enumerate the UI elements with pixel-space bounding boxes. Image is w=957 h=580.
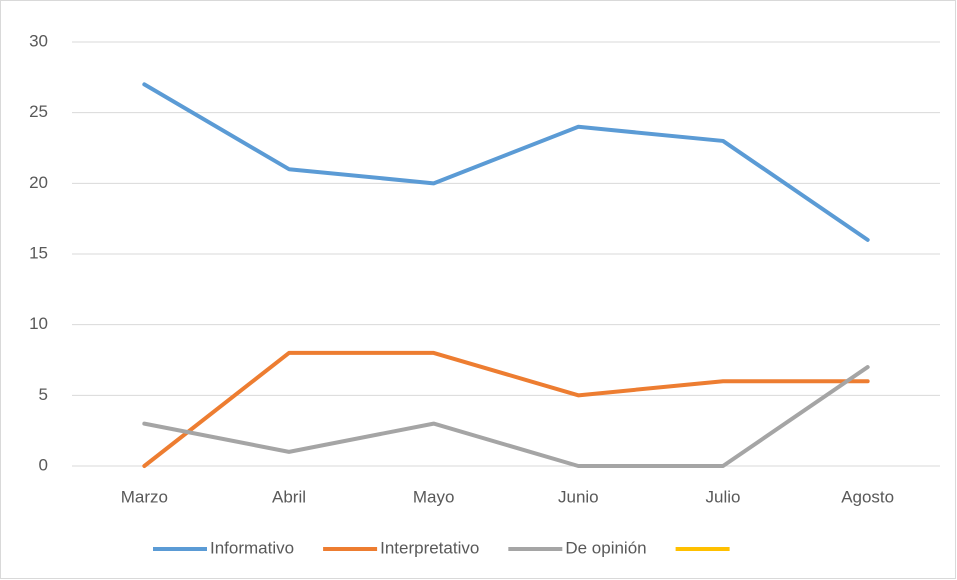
- series-line: [142, 82, 870, 242]
- y-tick-label: 30: [29, 31, 48, 50]
- y-tick-label: 0: [39, 455, 48, 474]
- y-tick-label: 20: [29, 173, 48, 192]
- y-tick-label: 10: [29, 314, 48, 333]
- legend-label: De opinión: [565, 538, 646, 557]
- y-tick-label: 5: [39, 385, 48, 404]
- y-tick-label: 25: [29, 102, 48, 121]
- x-tick-label: Julio: [706, 487, 741, 506]
- x-tick-label: Abril: [272, 487, 306, 506]
- x-tick-label: Marzo: [121, 487, 168, 506]
- legend-label: Interpretativo: [380, 538, 479, 557]
- series-line: [142, 350, 870, 468]
- x-tick-label: Agosto: [841, 487, 894, 506]
- x-tick-label: Mayo: [413, 487, 455, 506]
- y-tick-label: 15: [29, 243, 48, 262]
- legend-label: Informativo: [210, 538, 294, 557]
- series-line: [142, 365, 870, 468]
- x-tick-label: Junio: [558, 487, 599, 506]
